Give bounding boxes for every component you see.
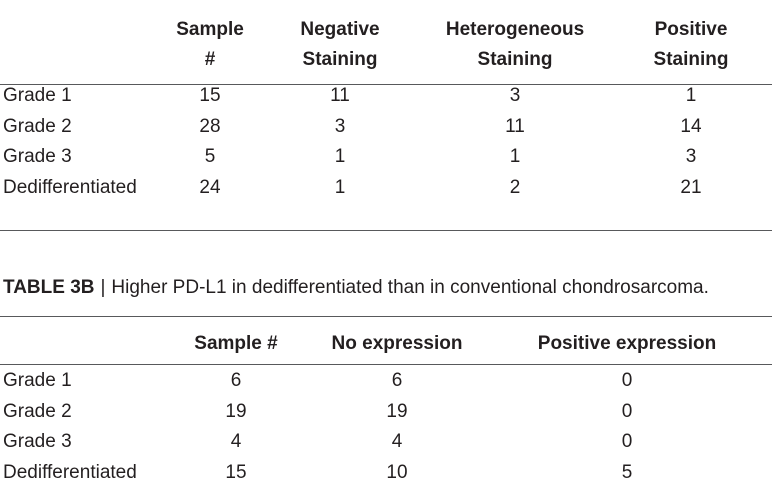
table-3b: Sample # No expression Positive expressi… (0, 328, 772, 488)
caption-separator: | (100, 277, 106, 298)
table-3a-header-positive: Positive Staining (653, 19, 729, 70)
table-cell: 1 (334, 146, 346, 168)
table-row: Grade 1 6 6 0 (0, 366, 772, 397)
table-3b-top-rule (0, 316, 772, 317)
table-cell: 3 (334, 115, 346, 137)
table-row: Grade 1 15 11 3 1 (0, 81, 772, 112)
table-cell: 21 (680, 176, 702, 198)
table-3a-header-heterogeneous: Heterogeneous Staining (445, 19, 585, 70)
table-cell: 15 (199, 85, 221, 107)
row-label: Grade 3 (3, 431, 72, 453)
table-cell: 3 (509, 85, 521, 107)
table-cell: 5 (204, 146, 216, 168)
caption-label: TABLE 3B (3, 277, 95, 298)
row-label: Grade 1 (3, 370, 72, 392)
table-3b-caption: TABLE 3B | Higher PD-L1 in dedifferentiate… (3, 274, 709, 302)
row-label: Grade 3 (3, 146, 72, 168)
table-3b-header-positive-expression: Positive expression (537, 333, 717, 354)
table-3b-header-sample: Sample # (194, 333, 278, 354)
table-row: Grade 3 4 4 0 (0, 427, 772, 458)
table-row: Dedifferentiated 15 10 5 (0, 458, 772, 489)
table-cell: 6 (230, 370, 242, 392)
table-cell: 1 (509, 146, 521, 168)
table-cell: 4 (391, 431, 403, 453)
table-3a: Sample # Negative Staining Heterogeneous St… (0, 15, 772, 203)
table-row: Grade 2 19 19 0 (0, 397, 772, 428)
row-label: Grade 2 (3, 115, 72, 137)
table-cell: 10 (386, 461, 408, 483)
table-cell: 11 (505, 115, 525, 137)
table-cell: 1 (334, 176, 346, 198)
table-3a-header-sample: Sample # (176, 19, 244, 70)
row-label: Dedifferentiated (3, 176, 137, 198)
table-3a-header-blank (0, 15, 160, 81)
table-3b-header-rule (0, 364, 772, 365)
caption-text: Higher PD-L1 in dedifferentiated than in… (111, 277, 709, 298)
table-row: Grade 2 28 3 11 14 (0, 112, 772, 143)
table-3a-header-row: Sample # Negative Staining Heterogeneous St… (0, 15, 772, 81)
row-label: Grade 2 (3, 400, 72, 422)
table-cell: 19 (225, 400, 247, 422)
table-cell: 24 (199, 176, 221, 198)
table-3b-header-row: Sample # No expression Positive expressi… (0, 328, 772, 360)
table-cell: 4 (230, 431, 242, 453)
table-cell: 6 (391, 370, 403, 392)
table-cell: 19 (386, 400, 408, 422)
table-cell: 0 (621, 431, 633, 453)
table-3a-header-negative: Negative Staining (300, 19, 380, 70)
table-cell: 1 (685, 85, 697, 107)
table-cell: 11 (330, 85, 350, 107)
table-row: Dedifferentiated 24 1 2 21 (0, 173, 772, 204)
table-3a-bottom-rule (0, 230, 772, 231)
row-label: Dedifferentiated (3, 461, 137, 483)
table-cell: 28 (199, 115, 221, 137)
table-cell: 0 (621, 370, 633, 392)
table-cell: 15 (225, 461, 247, 483)
row-label: Grade 1 (3, 85, 72, 107)
table-3a-header-rule (0, 84, 772, 85)
table-cell: 14 (680, 115, 702, 137)
table-3b-header-blank (0, 328, 160, 360)
table-3b-header-no-expression: No expression (331, 333, 463, 354)
table-cell: 3 (685, 146, 697, 168)
table-row: Grade 3 5 1 1 3 (0, 142, 772, 173)
table-cell: 0 (621, 400, 633, 422)
table-cell: 5 (621, 461, 633, 483)
table-cell: 2 (509, 176, 521, 198)
